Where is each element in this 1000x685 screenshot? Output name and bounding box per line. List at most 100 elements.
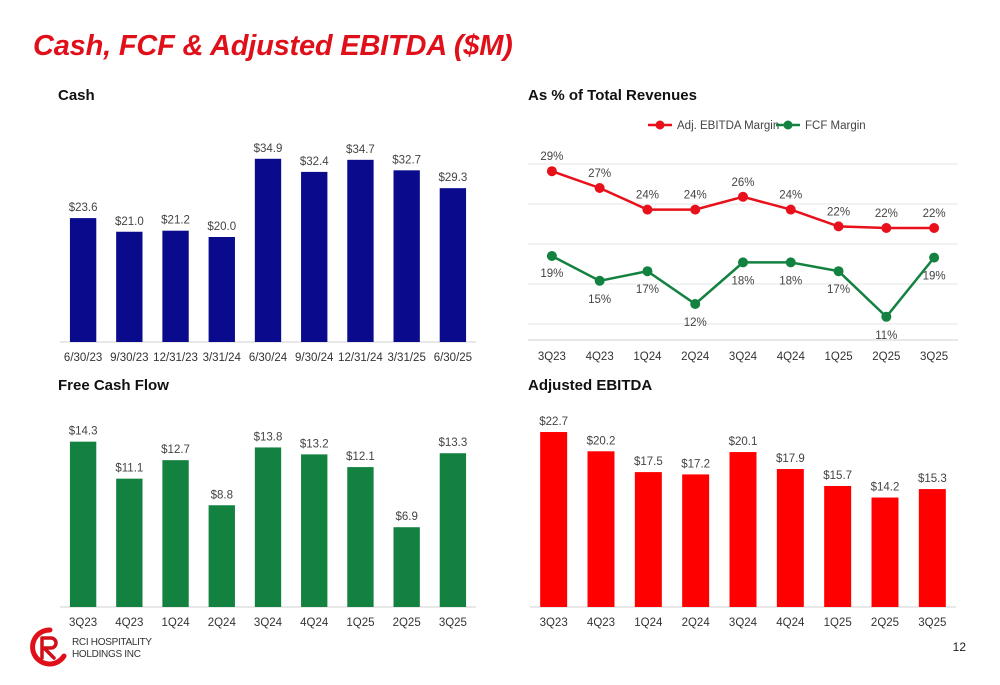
data-point [546, 166, 557, 177]
bar-6/30/23 [69, 218, 97, 342]
x-tick-label: 1Q25 [824, 617, 852, 629]
x-tick-label: 3Q25 [920, 351, 948, 363]
x-tick-label: 1Q24 [634, 617, 663, 629]
data-label: 29% [540, 151, 563, 163]
data-label: 22% [923, 208, 946, 220]
data-point [690, 299, 701, 309]
x-tick-label: 3Q24 [254, 617, 283, 629]
data-point [594, 183, 605, 193]
bar-3/31/24 [208, 237, 235, 342]
x-tick-label: 3Q25 [439, 617, 467, 629]
bar-1Q25 [824, 485, 852, 607]
bar-3Q23 [69, 441, 97, 607]
data-label: $17.9 [776, 453, 805, 465]
data-label: 11% [875, 330, 897, 342]
data-label: 24% [684, 190, 707, 202]
bar-2Q25 [393, 527, 420, 607]
data-label: $13.8 [254, 431, 283, 443]
data-point [738, 257, 748, 268]
logo-text-line-1: RCI HOSPITALITY [72, 637, 152, 648]
data-label: $23.6 [69, 202, 98, 214]
logo-text-line-2: HOLDINGS INC [72, 649, 141, 660]
cash-chart-title: Cash [58, 87, 95, 104]
data-label: 26% [731, 177, 754, 189]
x-tick-label: 2Q25 [871, 617, 899, 629]
x-tick-label: 2Q24 [208, 617, 237, 629]
x-tick-label: 2Q24 [682, 617, 711, 629]
data-label: $6.9 [395, 511, 417, 523]
data-label: 24% [779, 190, 802, 202]
data-label: 17% [827, 284, 850, 296]
x-tick-label: 6/30/25 [434, 352, 472, 364]
page-title: Cash, FCF & Adjusted EBITDA ($M) [33, 30, 513, 62]
data-label: 17% [636, 284, 659, 296]
bar-6/30/25 [439, 188, 467, 342]
x-tick-label: 3Q23 [540, 617, 568, 629]
data-label: $34.7 [346, 144, 375, 156]
data-label: $12.1 [346, 451, 375, 463]
x-tick-label: 3Q24 [729, 351, 758, 363]
data-point [642, 266, 653, 277]
rci-logo-mark [30, 627, 67, 667]
x-tick-label: 1Q25 [346, 617, 374, 629]
data-label: 19% [923, 271, 946, 283]
x-tick-label: 3/31/24 [203, 352, 242, 364]
x-tick-label: 6/30/24 [249, 352, 288, 364]
bar-3Q25 [439, 453, 467, 607]
bar-3/31/25 [393, 170, 420, 342]
data-label: $20.1 [729, 436, 758, 448]
data-label: $32.7 [392, 154, 421, 166]
data-point [785, 204, 796, 215]
bar-3Q25 [918, 489, 946, 607]
x-tick-label: 9/30/24 [295, 352, 334, 364]
x-tick-label: 2Q24 [681, 351, 710, 363]
x-tick-label: 1Q24 [161, 617, 190, 629]
bar-4Q23 [116, 478, 143, 607]
data-point [546, 251, 557, 261]
data-label: $22.7 [539, 416, 568, 428]
x-tick-label: 1Q24 [633, 351, 662, 363]
bar-3Q23 [540, 432, 568, 607]
bar-2Q25 [871, 497, 899, 607]
data-point [690, 204, 701, 215]
data-label: 24% [636, 190, 659, 202]
data-point [642, 204, 653, 215]
fcf-chart-title: Free Cash Flow [58, 377, 169, 394]
data-point [833, 221, 844, 232]
bar-4Q24 [776, 469, 804, 607]
data-label: $34.9 [254, 143, 283, 155]
x-tick-label: 4Q24 [777, 351, 806, 363]
legend-swatch-marker [783, 120, 793, 130]
x-tick-label: 4Q24 [300, 617, 329, 629]
ebitda-bar-chart: $22.7 3Q23 $20.2 4Q23 $17.5 1Q24 $17.2 2Q24 $20.… [530, 416, 956, 629]
data-point [594, 275, 605, 286]
x-tick-label: 4Q23 [115, 617, 143, 629]
bar-2Q24 [682, 474, 710, 607]
data-point [929, 223, 940, 233]
bar-4Q23 [587, 451, 615, 607]
bar-2Q24 [208, 505, 235, 607]
data-point [738, 191, 748, 202]
data-label: $15.7 [823, 470, 852, 482]
x-tick-label: 6/30/23 [64, 352, 102, 364]
data-point [929, 252, 940, 263]
x-tick-label: 4Q23 [586, 351, 614, 363]
bar-3Q24 [254, 447, 282, 607]
bar-1Q24 [162, 460, 189, 607]
ebitda-chart-title: Adjusted EBITDA [528, 377, 653, 394]
bar-6/30/24 [254, 158, 282, 342]
x-tick-label: 3/31/25 [387, 352, 425, 364]
margins-chart-title: As % of Total Revenues [528, 87, 697, 104]
x-tick-label: 3Q24 [729, 617, 758, 629]
data-label: 15% [588, 294, 611, 306]
data-label: $17.2 [681, 458, 710, 470]
x-tick-label: 12/31/23 [153, 352, 198, 364]
data-label: $8.8 [211, 489, 233, 501]
data-label: $13.2 [300, 438, 329, 450]
bar-1Q25 [347, 467, 374, 607]
bar-12/31/24 [347, 159, 374, 342]
data-point [833, 266, 844, 277]
bar-9/30/23 [116, 231, 143, 342]
x-tick-label: 4Q23 [587, 617, 615, 629]
page-number: 12 [952, 640, 966, 654]
